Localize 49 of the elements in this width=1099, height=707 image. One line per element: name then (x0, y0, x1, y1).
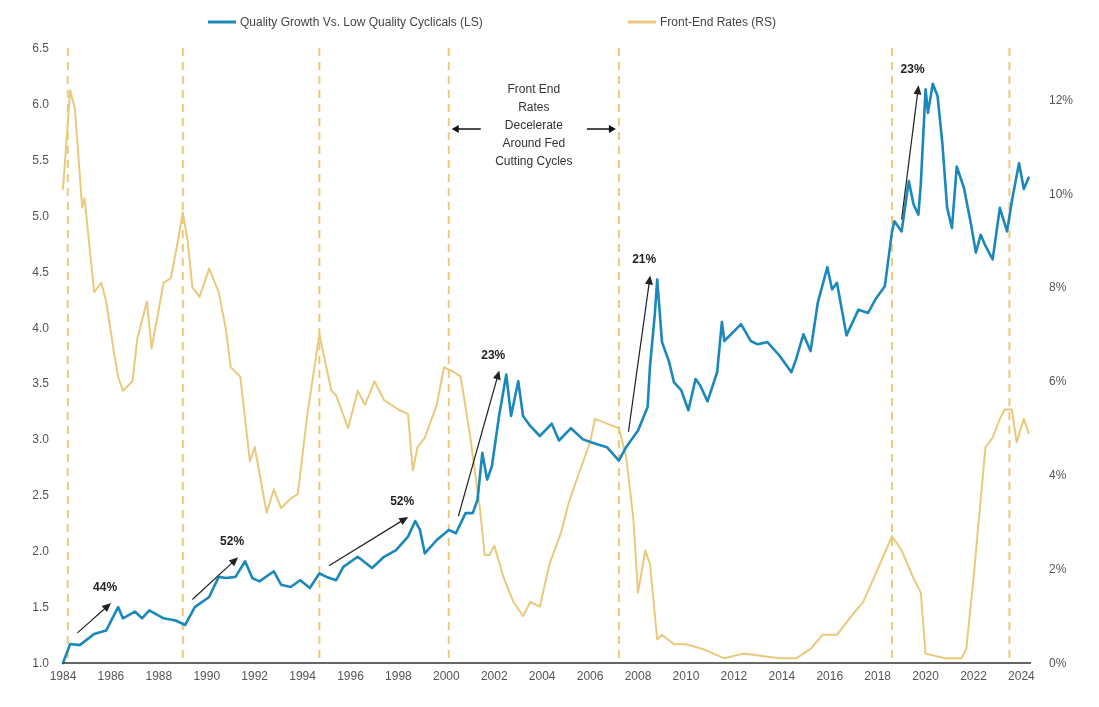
y-tick-label: 1.5 (32, 600, 50, 615)
y2-tick-label: 2% (1049, 562, 1067, 577)
x-tick-label: 2018 (864, 669, 892, 683)
x-tick-label: 2022 (960, 669, 988, 683)
y2-tick-label: 6% (1049, 374, 1067, 389)
y-tick-label: 5.0 (32, 208, 50, 223)
x-tick-label: 1998 (385, 669, 413, 683)
y2-tick-label: 0% (1049, 656, 1067, 670)
y-tick-label: 2.0 (32, 544, 50, 559)
annotation: 52% (390, 493, 415, 508)
y-tick-label: 2.5 (32, 488, 50, 503)
annotation: 21% (632, 252, 657, 267)
x-tick-label: 2024 (1008, 669, 1036, 683)
annotation: 23% (481, 347, 506, 362)
x-tick-label: 2004 (528, 669, 556, 683)
y-tick-label: 6.5 (32, 41, 50, 55)
y-tick-label: 6.0 (32, 96, 50, 111)
x-tick-label: 2020 (912, 669, 940, 683)
y-tick-label: 3.5 (32, 376, 50, 391)
y-tick-label: 1.0 (32, 656, 50, 670)
x-tick-label: 2000 (433, 669, 461, 683)
annotation: 52% (220, 534, 245, 549)
x-tick-label: 1986 (97, 669, 125, 683)
x-tick-label: 2006 (576, 669, 604, 683)
y-tick-label: 3.0 (32, 432, 50, 447)
x-tick-label: 1992 (241, 669, 269, 683)
y-tick-label: 4.5 (32, 264, 50, 279)
x-tick-label: 2012 (720, 669, 748, 683)
y2-tick-label: 4% (1049, 468, 1067, 483)
x-tick-label: 1994 (289, 669, 317, 683)
annotation: 23% (900, 62, 925, 77)
x-tick-label: 2016 (816, 669, 844, 683)
y-tick-label: 5.5 (32, 152, 50, 167)
y2-tick-label: 10% (1049, 186, 1074, 201)
x-tick-label: 1996 (337, 669, 365, 683)
x-tick-label: 1984 (49, 669, 77, 683)
x-tick-label: 1990 (193, 669, 221, 683)
annotation: 44% (93, 580, 118, 595)
x-tick-label: 2010 (672, 669, 700, 683)
legend-label: Front-End Rates (RS) (660, 15, 777, 29)
x-tick-label: 2002 (480, 669, 508, 683)
y2-tick-label: 12% (1049, 92, 1074, 107)
y2-tick-label: 8% (1049, 280, 1067, 295)
x-tick-label: 2014 (768, 669, 796, 683)
x-tick-label: 2008 (624, 669, 652, 683)
x-tick-label: 1988 (145, 669, 173, 683)
annotation: Front End Rates Decelerate Around Fed Cutting Cycles (495, 82, 573, 168)
legend-label: Quality Growth Vs. Low Quality Cyclicals (LS) (240, 15, 483, 29)
y-tick-label: 4.0 (32, 320, 50, 335)
